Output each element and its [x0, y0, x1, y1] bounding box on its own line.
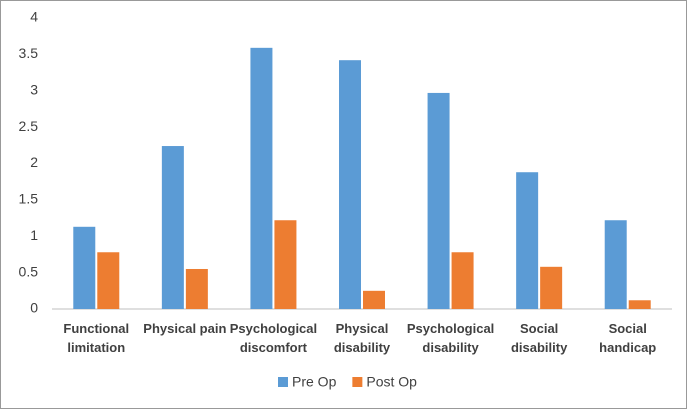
bar [161, 146, 184, 309]
bar [604, 220, 627, 309]
bar [339, 60, 361, 309]
x-tick-label: Social handicap [599, 321, 656, 355]
y-tick-label: 1.5 [19, 191, 39, 207]
x-tick-label: Social disability [511, 321, 568, 355]
y-tick-label: 3.5 [19, 45, 39, 61]
bar [540, 266, 563, 309]
legend-label: Pre Op [292, 374, 337, 390]
bar [427, 92, 450, 310]
y-tick-label: 2.5 [19, 118, 39, 134]
y-tick-label: 3 [30, 81, 38, 97]
bar [250, 47, 273, 309]
x-tick-label: Physical disability [334, 321, 391, 355]
bar [274, 220, 297, 309]
y-tick-label: 0.5 [19, 263, 39, 279]
x-tick-label: Psychological discomfort [230, 321, 317, 355]
legend-swatch [352, 377, 363, 387]
bar [451, 252, 474, 309]
bar [73, 226, 96, 309]
y-tick-label: 4 [30, 9, 38, 25]
bar [516, 172, 539, 309]
legend-label: Post Op [366, 374, 417, 390]
y-tick-label: 0 [30, 300, 38, 316]
x-tick-label: Psychological disability [407, 321, 494, 355]
legend-swatch [278, 377, 288, 387]
bar [363, 290, 385, 309]
x-tick-label: Functional limitation [63, 321, 129, 355]
y-tick-label: 2 [30, 154, 38, 170]
bar [628, 300, 651, 309]
y-tick-label: 1 [30, 227, 38, 243]
bar [97, 252, 120, 309]
x-tick-label: Physical pain [143, 321, 226, 336]
bar [185, 268, 208, 309]
